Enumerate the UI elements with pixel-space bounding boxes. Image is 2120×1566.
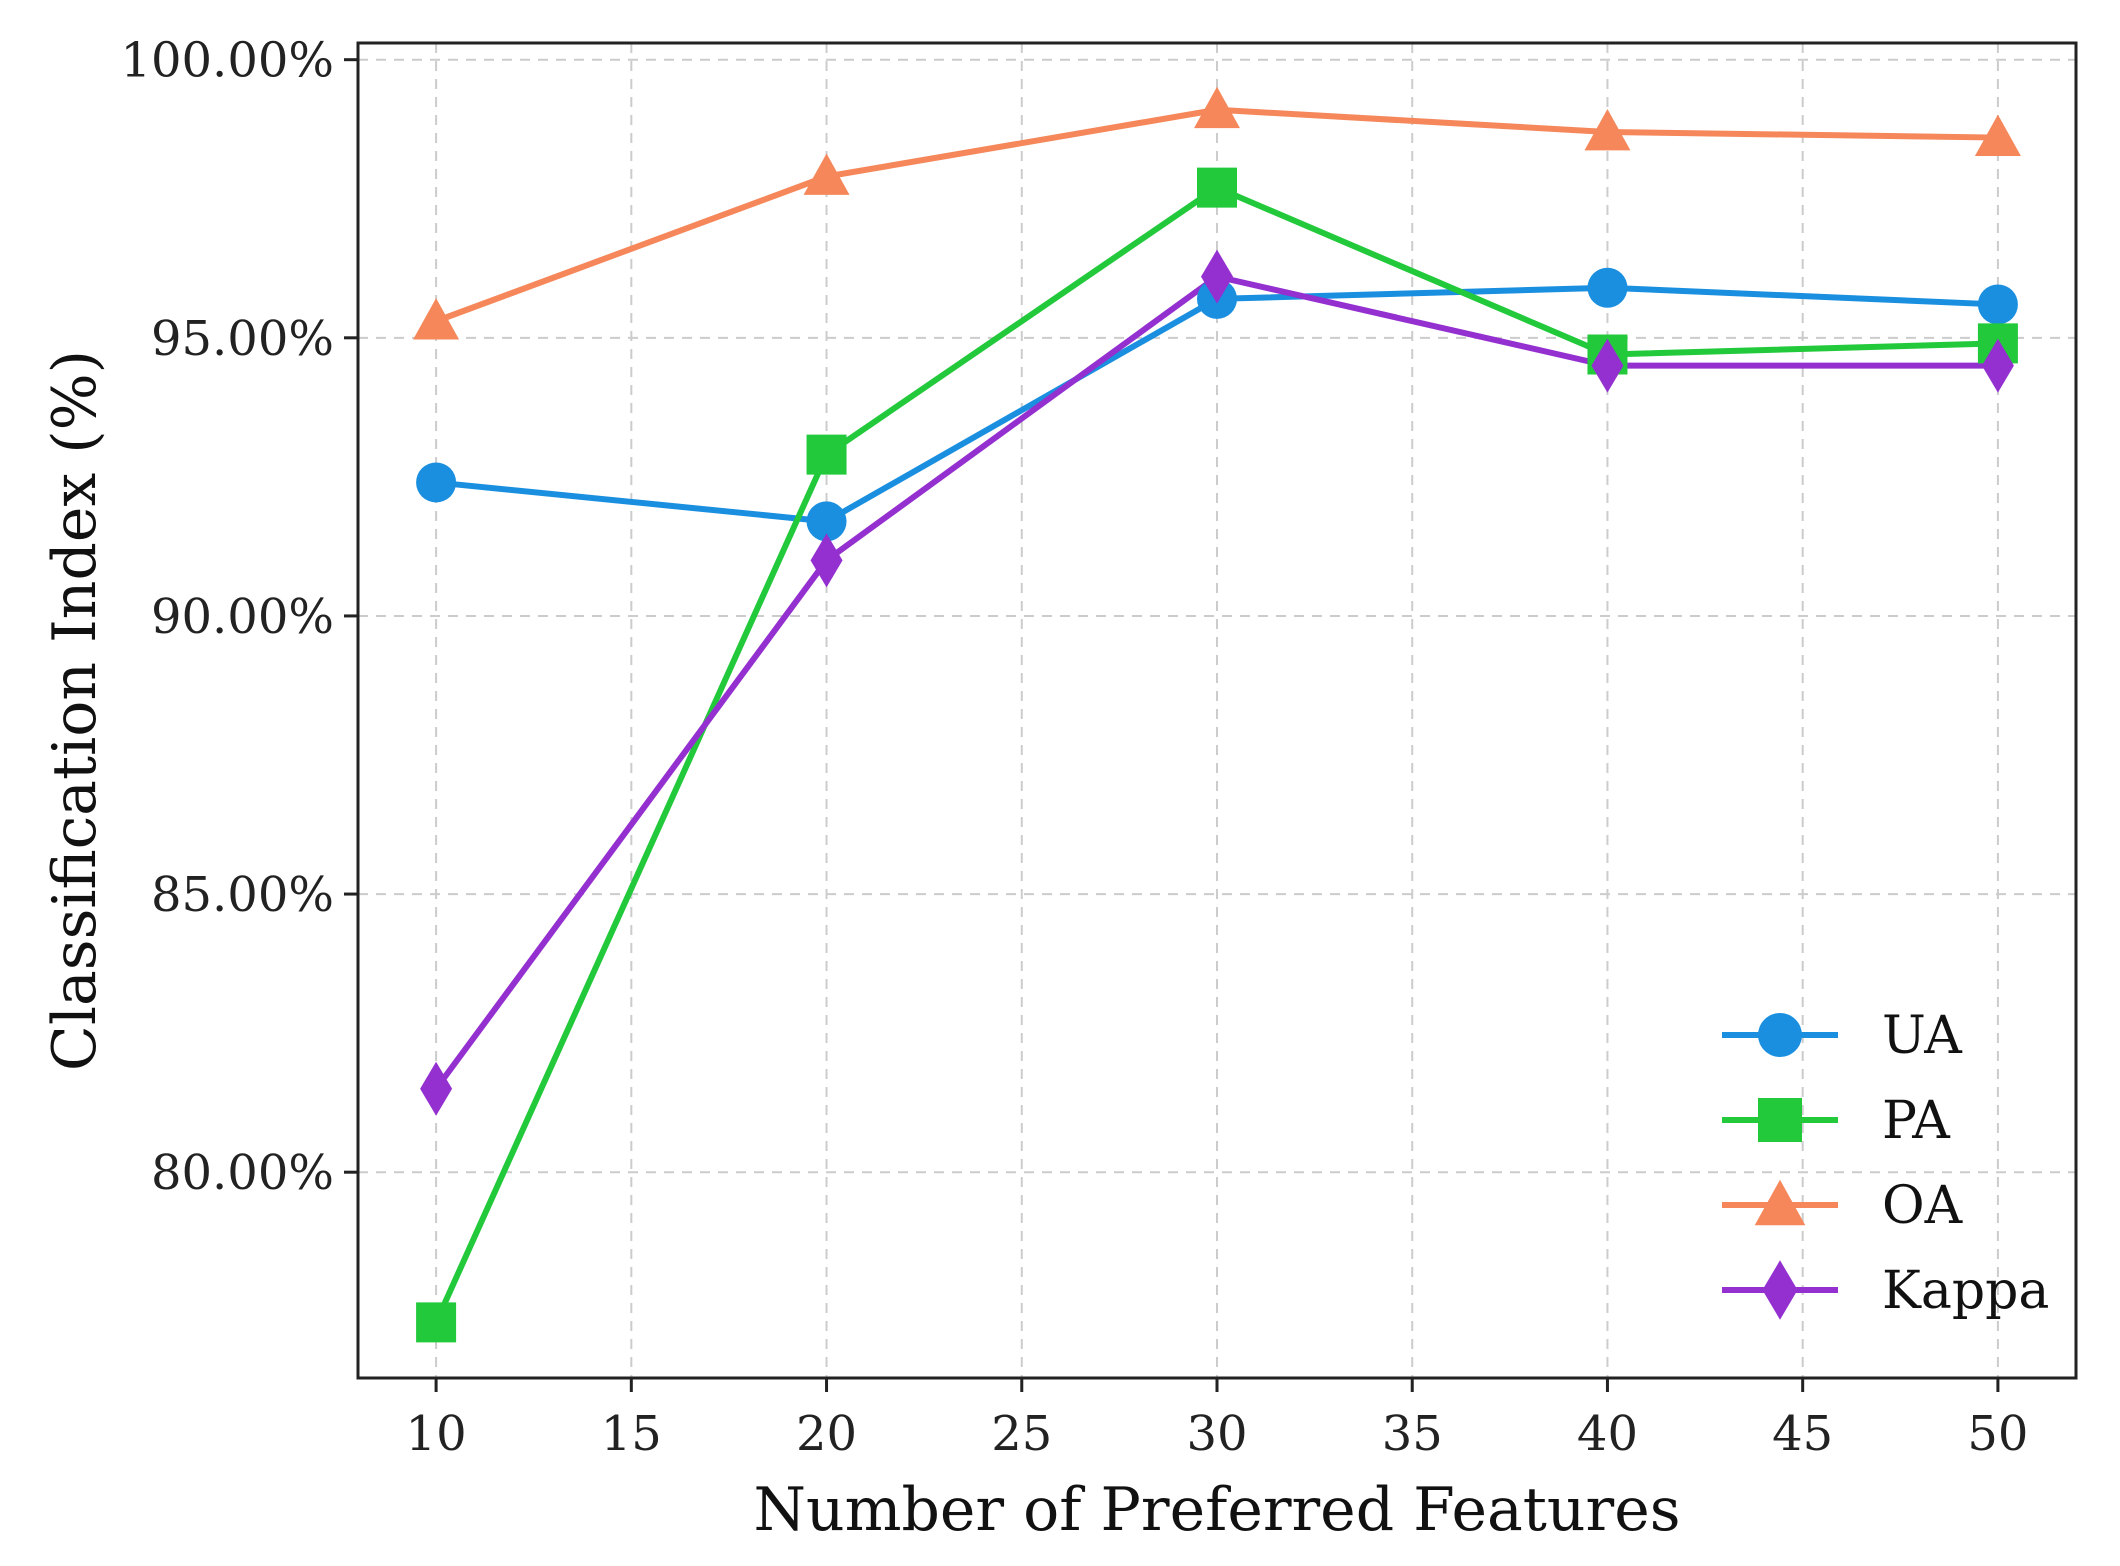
x-tick-label: 10 <box>406 1406 467 1462</box>
legend-label-pa: PA <box>1882 1091 1951 1151</box>
x-tick-label: 25 <box>991 1406 1052 1462</box>
legend: UA PA OA Kappa <box>1722 1006 2049 1321</box>
x-axis-ticks: 10 15 20 25 30 35 40 45 50 <box>406 1378 2028 1462</box>
y-tick-label: 95.00% <box>151 311 334 367</box>
grid-lines <box>358 43 2076 1378</box>
data-point-kappa <box>1591 338 1624 393</box>
x-tick-label: 45 <box>1772 1406 1833 1462</box>
y-tick-label: 90.00% <box>151 589 334 645</box>
y-axis-label: Classification Index (%) <box>40 350 110 1071</box>
y-axis-ticks: 80.00% 85.00% 90.00% 95.00% 100.00% <box>120 33 358 1201</box>
data-point-kappa <box>810 533 843 588</box>
data-point-kappa <box>420 1061 453 1116</box>
legend-marker-oa <box>1754 1179 1806 1226</box>
data-point-ua <box>806 501 847 542</box>
data-point-oa <box>803 153 850 195</box>
data-point-kappa <box>1201 249 1233 304</box>
x-tick-label: 35 <box>1382 1406 1443 1462</box>
data-point-oa <box>1974 114 2021 156</box>
y-tick-label: 100.00% <box>120 33 334 89</box>
data-point-kappa <box>1981 338 2014 393</box>
data-point-pa <box>806 434 847 475</box>
y-tick-label: 80.00% <box>151 1145 334 1201</box>
data-point-oa <box>1584 109 1631 151</box>
legend-label-oa: OA <box>1882 1176 1964 1236</box>
y-tick-label: 85.00% <box>151 867 334 923</box>
data-point-ua <box>416 462 457 503</box>
series-markers <box>413 86 2021 1343</box>
legend-label-kappa: Kappa <box>1882 1261 2049 1321</box>
x-tick-label: 15 <box>601 1406 662 1462</box>
legend-marker-pa <box>1758 1098 1802 1142</box>
data-point-oa <box>1194 86 1240 129</box>
x-tick-label: 30 <box>1186 1406 1247 1462</box>
x-tick-label: 50 <box>1967 1406 2028 1462</box>
x-tick-label: 40 <box>1577 1406 1638 1462</box>
legend-label-ua: UA <box>1882 1006 1963 1066</box>
data-point-oa <box>413 298 460 340</box>
x-tick-label: 20 <box>796 1406 857 1462</box>
data-point-pa <box>416 1302 457 1343</box>
legend-marker-kappa <box>1762 1260 1798 1320</box>
data-point-ua <box>1587 267 1628 308</box>
legend-marker-ua <box>1758 1013 1802 1057</box>
x-axis-label: Number of Preferred Features <box>753 1475 1680 1545</box>
data-point-ua <box>1977 284 2018 325</box>
data-point-pa <box>1197 167 1237 208</box>
